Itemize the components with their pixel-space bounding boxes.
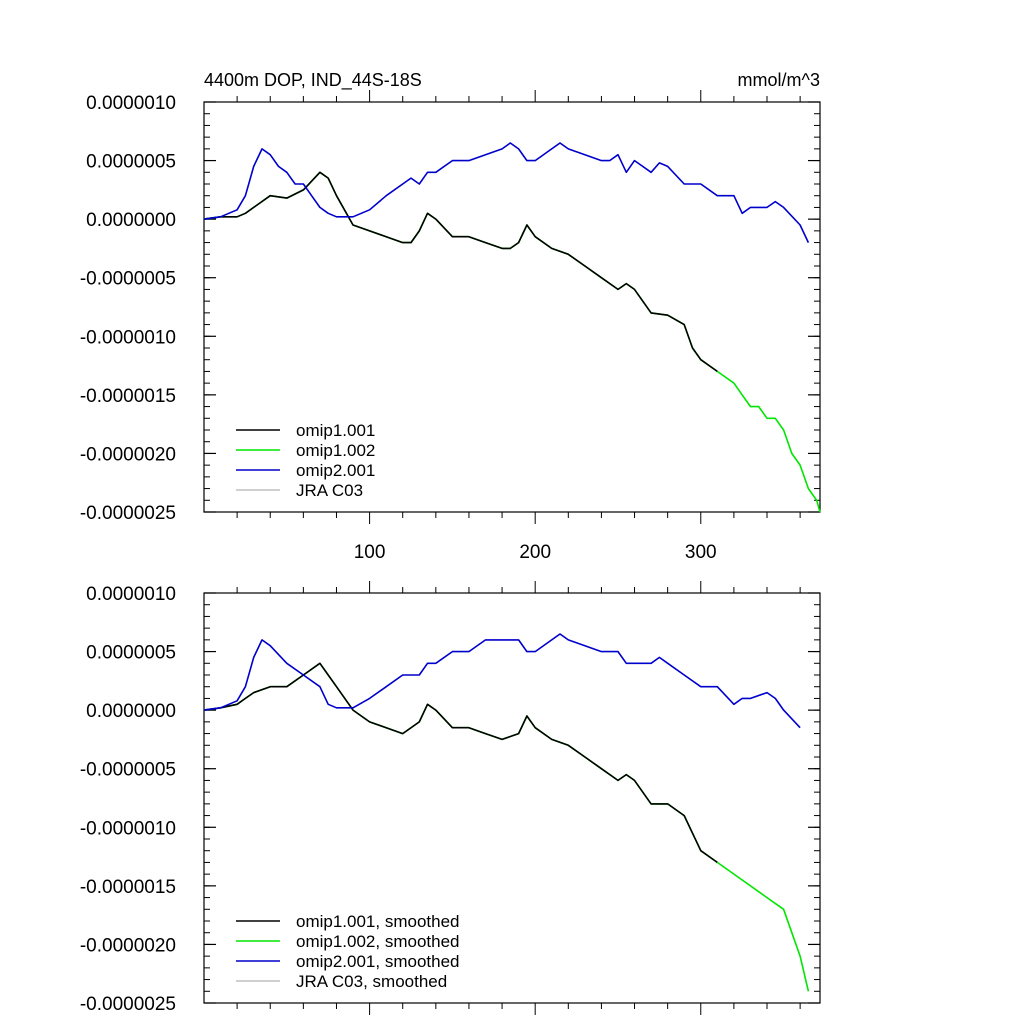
y-tick-label: -0.0000020 (80, 444, 176, 465)
y-tick-label: 0.0000005 (86, 152, 176, 173)
y-tick-label: 0.0000000 (86, 701, 176, 722)
legend-label: omip1.001, smoothed (296, 912, 460, 931)
series-line-2 (203, 633, 801, 729)
chart-panel-top: 0.0000010 0.0000005 0.0000000 -0.0000005 -0.… (80, 90, 821, 563)
y-tick-label: 0.0000010 (86, 584, 176, 605)
legend-label: omip1.002 (296, 441, 375, 460)
y-tick-label: -0.0000025 (80, 503, 176, 524)
y-tick-label: 0.0000000 (86, 210, 176, 231)
y-tick-label: -0.0000005 (80, 269, 176, 290)
legend-label: JRA C03 (296, 481, 363, 500)
chart-title: 4400m DOP, IND_44S-18S (204, 70, 422, 91)
chart-panel-bottom: 0.0000010 0.0000005 0.0000000 -0.0000005 -0.… (80, 581, 821, 1015)
plot-frame (203, 592, 821, 1004)
chart-units: mmol/m^3 (738, 70, 820, 90)
y-tick-label: -0.0000015 (80, 386, 176, 407)
series-line-2 (203, 142, 810, 243)
legend-label: omip2.001 (296, 461, 375, 480)
plot-frame (203, 101, 821, 513)
y-tick-label: -0.0000025 (80, 994, 176, 1015)
x-tick-label: 100 (354, 542, 386, 563)
series-line-0 (203, 171, 718, 373)
y-tick-label: 0.0000005 (86, 643, 176, 664)
legend-label: omip2.001, smoothed (296, 952, 460, 971)
y-tick-label: -0.0000015 (80, 877, 176, 898)
legend-label: omip1.002, smoothed (296, 932, 460, 951)
legend-label: omip1.001 (296, 421, 375, 440)
y-tick-label: 0.0000010 (86, 93, 176, 114)
y-tick-label: -0.0000005 (80, 760, 176, 781)
y-tick-label: -0.0000010 (80, 327, 176, 348)
series-line-0 (203, 662, 718, 864)
legend-label: JRA C03, smoothed (296, 972, 447, 991)
y-tick-label: -0.0000020 (80, 935, 176, 956)
x-tick-label: 200 (519, 542, 551, 563)
x-tick-label: 300 (685, 542, 717, 563)
series-line-1 (203, 662, 810, 992)
y-tick-label: -0.0000010 (80, 818, 176, 839)
